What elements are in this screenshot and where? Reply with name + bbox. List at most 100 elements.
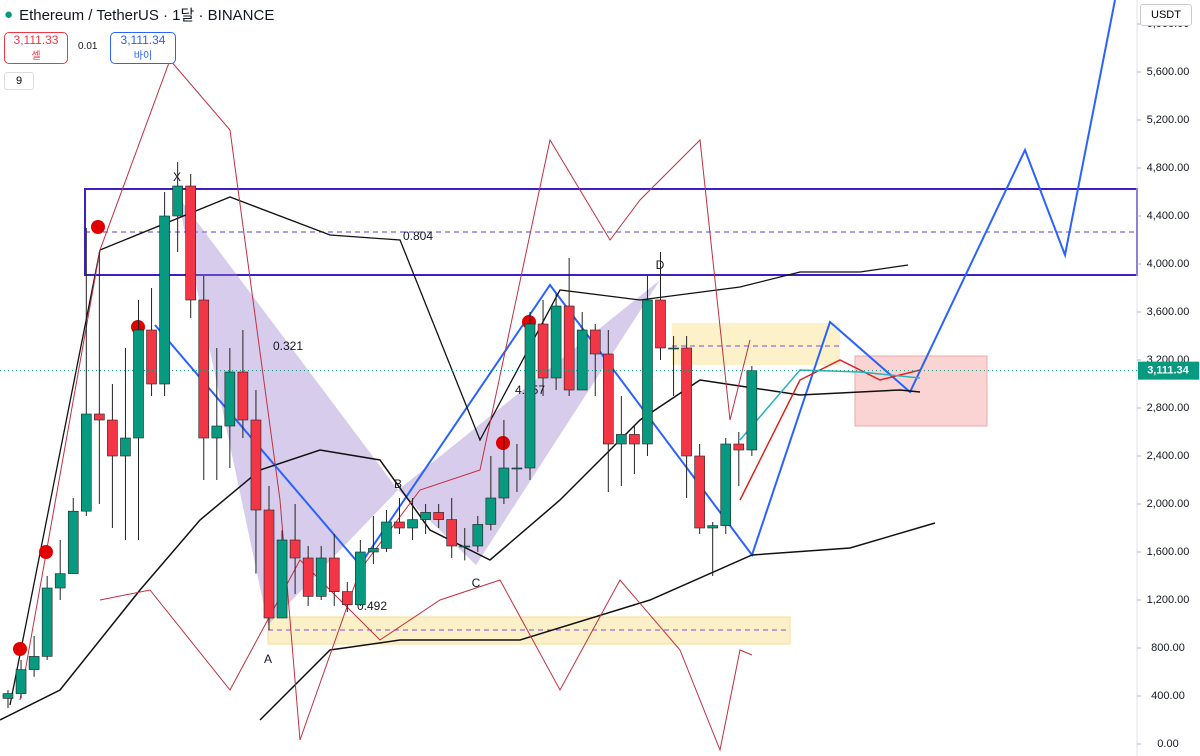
candle-body: [289, 539, 301, 559]
last-price-label: 3,111.34: [1147, 365, 1189, 377]
candle-body: [576, 329, 588, 391]
annotations: X A B C D 0.804 0.321 0.492 4.257: [173, 170, 665, 666]
candle-body: [511, 467, 523, 470]
candle-body: [707, 525, 719, 529]
y-tick-label: 4,800.00: [1147, 162, 1190, 174]
y-tick-label: 1,200.00: [1147, 594, 1190, 606]
candle-body: [224, 371, 236, 427]
candle-body: [302, 557, 314, 597]
candle-body: [655, 299, 666, 349]
y-tick-label: 2,800.00: [1147, 402, 1190, 414]
candle-body: [15, 669, 27, 694]
y-tick-label: 4,400.00: [1147, 210, 1190, 222]
candle-body: [720, 443, 732, 526]
indicator-toggle[interactable]: 9: [4, 72, 34, 90]
y-tick-label: 1,600.00: [1147, 546, 1190, 558]
candle-body: [54, 573, 66, 589]
candle-body: [2, 693, 14, 699]
signal-dot: [496, 436, 510, 450]
signal-dot: [39, 545, 53, 559]
y-tick-label: 5,200.00: [1147, 114, 1190, 126]
candle-body: [394, 521, 405, 529]
candle-body: [616, 434, 627, 445]
candle-body: [602, 353, 614, 445]
candle-body: [472, 524, 484, 547]
candle-body: [28, 656, 40, 670]
sell-label: 셀: [31, 51, 41, 62]
candle-body: [498, 467, 510, 499]
candle-body: [537, 323, 549, 379]
candle-body: [459, 545, 471, 548]
last-price-tag: [1138, 361, 1199, 380]
candle-body: [185, 185, 196, 301]
buy-label: 바이: [133, 51, 153, 62]
candle-body: [420, 512, 431, 520]
band-upper: [9, 196, 909, 706]
candle-body: [133, 329, 144, 439]
candle-body: [250, 419, 262, 511]
y-tick-label: 400.00: [1151, 690, 1185, 702]
candle-body: [694, 455, 705, 529]
projection-line: [154, 0, 1116, 567]
sell-button[interactable]: 3,111.33 셀: [4, 32, 68, 64]
candle-body: [524, 323, 536, 469]
candle-body: [198, 299, 210, 439]
candle-body: [120, 437, 131, 457]
candle-body: [276, 539, 288, 619]
y-tick-label: 4,000.00: [1147, 258, 1190, 270]
candle-body: [368, 548, 379, 553]
point-label: A: [264, 652, 272, 666]
symbol-title: Ethereum / TetherUS · 1달 · BINANCE: [19, 7, 275, 24]
candle-body: [341, 591, 353, 606]
buy-button[interactable]: 3,111.34 바이: [110, 32, 176, 64]
y-tick-label: 5,600.00: [1147, 66, 1190, 78]
pattern-xab: [177, 195, 398, 625]
ratio-label: 0.804: [403, 229, 433, 243]
point-label: X: [173, 170, 181, 184]
band-lower: [259, 522, 936, 721]
candle-body: [146, 329, 157, 385]
y-tick-label: 2,000.00: [1147, 498, 1190, 510]
candle-body: [172, 185, 183, 217]
fast-ma: [739, 359, 921, 501]
signal-dot: [91, 220, 105, 234]
ratio-label: 0.321: [273, 339, 303, 353]
candle-body: [159, 215, 170, 385]
candle-body: [328, 557, 340, 592]
signal-dot: [13, 642, 27, 656]
candle-body: [668, 347, 679, 350]
candle-body: [211, 425, 223, 439]
candle-body: [433, 512, 444, 520]
candle-body: [355, 551, 366, 606]
point-label: B: [394, 477, 402, 491]
candle-body: [315, 557, 327, 597]
y-tick-label: 800.00: [1151, 642, 1185, 654]
symbol-header: ● Ethereum / TetherUS · 1달 · BINANCE: [4, 6, 275, 24]
slow-ma: [739, 369, 921, 441]
point-label: C: [472, 576, 481, 590]
candle-body: [642, 299, 653, 445]
candle-body: [107, 419, 118, 457]
candle-body: [446, 519, 458, 547]
candle-body: [589, 329, 601, 355]
candle-body: [67, 510, 79, 574]
candle-body: [550, 305, 562, 379]
osc-lower: [99, 559, 753, 752]
candle-body: [237, 371, 249, 421]
candle-body: [81, 413, 92, 512]
buy-price: 3,111.34: [120, 33, 166, 47]
spread: 0.01: [78, 41, 98, 52]
y-tick-label: 2,400.00: [1147, 450, 1190, 462]
y-tick-label: 0.00: [1157, 738, 1178, 750]
candle-body: [746, 370, 758, 451]
candle-body: [485, 497, 497, 525]
sell-price: 3,111.33: [13, 33, 59, 47]
y-tick-label: 3,600.00: [1147, 306, 1190, 318]
currency-select[interactable]: USDT: [1140, 4, 1192, 26]
candle-body: [407, 519, 418, 529]
ma-line: [0, 379, 921, 721]
osc-upper: [19, 59, 751, 741]
candle-body: [629, 434, 640, 445]
